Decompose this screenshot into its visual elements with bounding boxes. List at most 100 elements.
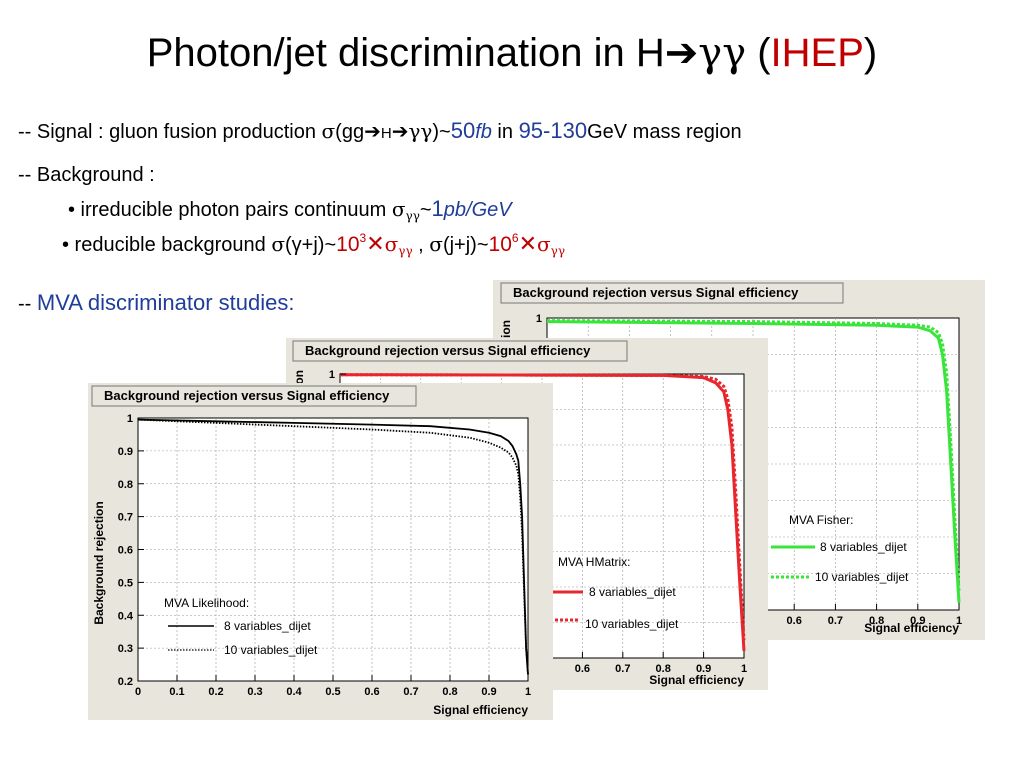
plot-area: [137, 417, 529, 682]
legend-title: MVA Fisher:: [789, 513, 853, 527]
ticks: 0.6 0.7 0.8 0.9 1 1: [536, 313, 962, 627]
curves: [137, 418, 529, 675]
arrow-icon: ➔: [364, 121, 381, 143]
x-axis-label: Signal efficiency: [864, 621, 959, 635]
background-label: -- Background :: [18, 164, 155, 186]
x-tick-label: 0.9: [481, 686, 496, 698]
sigma-symbol: σ: [384, 232, 399, 256]
mva-line: -- MVA discriminator studies:: [18, 290, 294, 316]
factor-gamma-jet: 10: [336, 233, 360, 256]
title-text: Photon/jet discrimination in H: [146, 31, 665, 75]
arrow-icon: ➔: [664, 31, 699, 75]
signal-region-text: GeV mass region: [587, 121, 742, 143]
chart-title-box: [500, 282, 844, 304]
curves: [546, 319, 961, 603]
ticks: 0.6 0.7 0.8 0.9 1 1: [329, 369, 747, 675]
legend-title: MVA HMatrix:: [558, 555, 630, 569]
x-tick-label: 0.9: [696, 663, 711, 675]
y-tick-label: 0.3: [118, 643, 133, 655]
exponent-gamma-jet: 3: [359, 231, 367, 245]
chart-title: Background rejection versus Signal effic…: [513, 285, 799, 300]
legend: MVA Fisher: 8 variables_dijet 10 variabl…: [771, 513, 909, 584]
x-tick-label: 0.1: [169, 686, 184, 698]
y-tick-label: 0.2: [118, 676, 133, 688]
series-line-2: [137, 418, 529, 675]
reducible-text: • reducible background: [62, 234, 272, 256]
irreducible-unit: pb/GeV: [443, 199, 512, 221]
y-tick-label: 0.9: [118, 446, 133, 458]
y-tick-label: 0.4: [118, 610, 134, 622]
chart-title: Background rejection versus Signal effic…: [305, 343, 591, 358]
signal-tilde: )~: [432, 121, 451, 143]
institute-label: IHEP: [770, 31, 864, 75]
gamma-gamma-subscript: γγ: [405, 209, 420, 223]
sigma-symbol: σ: [321, 119, 336, 143]
title-paren-close: ): [863, 31, 878, 75]
signal-line: -- Signal : gluon fusion production σ(gg…: [18, 118, 742, 144]
x-tick-label: 0.6: [575, 663, 590, 675]
sigma-symbol: σ: [537, 232, 551, 256]
series-line-2: [339, 373, 746, 641]
y-axis-label: Background rejection: [92, 501, 106, 624]
y-tick-label: 0.6: [118, 545, 133, 557]
y-tick-label: 0.7: [118, 512, 133, 524]
title-paren-open: (: [746, 31, 771, 75]
gamma-gamma-subscript: γγ: [550, 244, 566, 258]
likelihood-chart: Background rejection versus Signal effic…: [91, 385, 531, 717]
sigma-symbol: σ: [391, 197, 406, 221]
y-tick-label: 1: [127, 413, 133, 425]
sigma-symbol: σ: [271, 232, 286, 256]
y-axis-label-partial: tion: [499, 320, 513, 342]
x-axis-label: Signal efficiency: [649, 673, 744, 687]
x-tick-label: 0.4: [286, 686, 302, 698]
chart-title: Background rejection versus Signal effic…: [104, 388, 390, 403]
x-tick-label: 0.7: [828, 615, 843, 627]
legend-entry: 8 variables_dijet: [589, 585, 676, 599]
y-tick-label: 0.8: [118, 479, 133, 491]
chart-title-box: [91, 385, 417, 407]
signal-gg: (gg: [335, 121, 365, 143]
x-tick-label: 0.9: [910, 615, 925, 627]
x-tick-label: 0.2: [208, 686, 223, 698]
irreducible-line: • irreducible photon pairs continuum σγγ…: [68, 196, 512, 223]
gamma-jet-text: (γ+j)~: [285, 234, 337, 256]
x-tick-label: 1: [956, 615, 962, 627]
x-tick-label: 0: [135, 686, 141, 698]
comma: ,: [412, 234, 430, 256]
legend: MVA HMatrix: 8 variables_dijet 10 variab…: [550, 555, 679, 631]
gamma-gamma-symbol: γγ: [408, 119, 433, 143]
likelihood-chart-panel: Background rejection versus Signal effic…: [88, 383, 553, 720]
exponent-jet-jet: 6: [511, 231, 519, 245]
x-tick-label: 1: [741, 663, 747, 675]
curves: [339, 373, 746, 651]
mass-range: 95-130: [518, 118, 588, 143]
x-tick-label: 0.8: [869, 615, 884, 627]
legend: MVA Likelihood: 8 variables_dijet 10 var…: [164, 596, 318, 657]
x-tick-label: 1: [525, 686, 531, 698]
irreducible-text: • irreducible photon pairs continuum: [68, 199, 392, 221]
irreducible-value: 1: [431, 196, 444, 221]
x-tick-label: 0.8: [656, 663, 671, 675]
jet-jet-text: (j+j)~: [442, 234, 489, 256]
gamma-gamma-subscript: γγ: [398, 244, 413, 258]
y-tick-label: 1: [536, 313, 542, 325]
tilde: ~: [419, 199, 432, 221]
legend-entry: 10 variables_dijet: [585, 617, 679, 631]
sigma-symbol: σ: [429, 232, 443, 256]
x-tick-label: 0.5: [325, 686, 340, 698]
legend-title: MVA Likelihood:: [164, 596, 249, 610]
signal-text: -- Signal : gluon fusion production: [18, 121, 322, 143]
factor-jet-jet: 10: [488, 233, 512, 256]
x-tick-label: 0.6: [787, 615, 802, 627]
mva-label: MVA discriminator studies:: [36, 290, 295, 315]
x-tick-label: 0.7: [615, 663, 630, 675]
times-icon: ✕: [518, 231, 538, 256]
ticks: 0 0.1 0.2 0.3 0.4 0.5 0.6 0.7 0.8 0.9 1 0.2 0.3 0.4 0.…: [118, 413, 531, 698]
x-axis-label: Signal efficiency: [433, 703, 528, 717]
slide-title: Photon/jet discrimination in H➔γγ (IHEP): [0, 30, 1024, 76]
times-icon: ✕: [366, 231, 385, 256]
y-tick-label: 0.5: [118, 577, 133, 589]
arrow-icon: ➔: [391, 121, 409, 143]
x-tick-label: 0.3: [247, 686, 262, 698]
signal-value: 50: [450, 118, 476, 143]
